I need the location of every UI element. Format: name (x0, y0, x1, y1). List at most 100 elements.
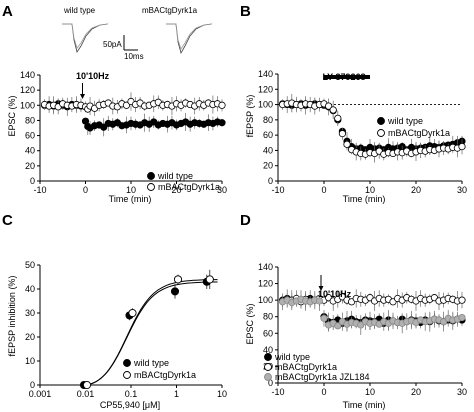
scale-label-ms: 10ms (124, 52, 144, 61)
y-tick-label-a-6: 120 (20, 85, 35, 95)
plot-c: 0 10 20 30 40 50 0.001 0.01 0.1 1 10 (25, 260, 227, 399)
stimulation-arrowhead-d (318, 286, 324, 291)
scale-label-pa: 50pA (103, 40, 122, 49)
point-c-1-0 (82, 380, 92, 390)
x-tick-label-a-1: 0 (83, 185, 88, 195)
point-d-2-12 (334, 322, 342, 330)
xlabel-d: Time (min) (343, 400, 386, 410)
y-tick-label-b-7: 140 (258, 69, 273, 79)
legend-marker-c-mbactgdyrk1a (123, 371, 131, 379)
y-tick-label-a-5: 100 (20, 100, 35, 110)
y-tick-label-b-0: 0 (268, 176, 273, 186)
point-c-1-2 (173, 275, 183, 284)
x-tick-label-d-1: 0 (321, 387, 326, 397)
y-tick-label-a-7: 140 (20, 70, 35, 80)
point-d-2-8 (315, 297, 323, 305)
x-tick-label-c-4: 10 (217, 389, 227, 399)
y-tick-label-d-0: 0 (268, 378, 273, 388)
y-tick-label-a-4: 80 (25, 115, 35, 125)
point-a-1-19 (122, 101, 131, 109)
y-tick-label-b-5: 100 (258, 100, 273, 110)
y-tick-label-d-5: 100 (258, 295, 273, 305)
legend-marker-d-mbactgdyrk1a (264, 363, 272, 371)
y-tick-label-a-0: 0 (30, 176, 35, 186)
y-tick-label-b-1: 20 (263, 161, 273, 171)
legend-a-mbactgdyrk1a: mBACtgDyrk1a (158, 182, 220, 192)
point-d-1-39 (458, 296, 466, 304)
y-tick-label-b-3: 60 (263, 130, 273, 140)
point-b-1-12 (334, 114, 342, 122)
ylabel-a: EPSC (%) (7, 95, 17, 136)
y-tick-label-a-1: 20 (25, 161, 35, 171)
y-tick-label-c-1: 10 (25, 356, 35, 366)
x-tick-label-d-2: 10 (365, 387, 375, 397)
panel-label-c: C (2, 212, 13, 229)
x-tick-label-a-3: 20 (171, 185, 181, 195)
y-tick-label-c-2: 20 (25, 332, 35, 342)
point-a-1-40 (218, 101, 226, 109)
y-tick-label-b-4: 80 (263, 115, 273, 125)
trace-wild-type (62, 23, 109, 53)
y-tick-label-a-3: 60 (25, 131, 35, 141)
point-d-2-39 (458, 313, 466, 322)
legend-c-wild-type: wild type (133, 358, 169, 368)
legend-c-mbactgdyrk1a: mBACtgDyrk1a (134, 370, 196, 380)
drug-bar-b (324, 75, 370, 79)
y-tick-label-c-0: 0 (30, 380, 35, 390)
xlabel-b: Time (min) (343, 194, 386, 204)
y-tick-label-d-7: 140 (258, 262, 273, 272)
y-tick-label-d-6: 120 (258, 279, 273, 289)
legend-marker-b-wild-type (377, 117, 385, 125)
legend-b-mbactgdyrk1a: mBACtgDyrk1a (388, 128, 450, 138)
point-b-1-11 (329, 106, 337, 114)
ylabel-c: fEPSP inhibition (%) (7, 276, 17, 357)
panel-label-a: A (2, 3, 13, 20)
ylabel-d: EPSC (%) (245, 303, 255, 344)
x-tick-label-c-3: 1 (174, 389, 179, 399)
annotation-d-stimulation: 10'10Hz (318, 289, 352, 299)
trace-label-mbactgdyrk1a: mBACtgDyrk1a (142, 6, 198, 15)
trace-mbactgdyrk1a (166, 23, 213, 55)
x-tick-label-a-2: 10 (126, 185, 136, 195)
legend-marker-a-mbactgdyrk1a (147, 183, 155, 191)
legend-marker-a-wild-type (147, 172, 155, 180)
x-tick-label-c-2: 0.1 (125, 389, 138, 399)
legend-b-wild-type: wild type (387, 116, 423, 126)
x-tick-label-b-3: 20 (411, 185, 421, 195)
y-tick-label-d-3: 60 (263, 328, 273, 338)
x-tick-label-d-3: 20 (411, 387, 421, 397)
y-tick-label-c-4: 40 (25, 284, 35, 294)
x-tick-label-a-0: -10 (33, 185, 46, 195)
panel-label-b: B (240, 3, 251, 20)
point-a-0-14 (100, 123, 108, 131)
trace-mbactgdyrk1a-2 (166, 23, 213, 50)
point-c-1-1 (128, 308, 137, 318)
fit-curve-c-1 (85, 279, 218, 386)
point-d-2-9 (320, 314, 328, 322)
legend-d-wild-type: wild type (274, 352, 310, 362)
point-a-0-40 (218, 119, 226, 127)
y-tick-label-b-6: 120 (258, 84, 273, 94)
y-tick-label-c-3: 30 (25, 308, 35, 318)
x-tick-label-c-1: 0.01 (77, 389, 95, 399)
point-b-1-10 (324, 102, 333, 110)
legend-d-mbactgdyrk1a-jzl184: mBACtgDyrk1a JZL184 (275, 372, 370, 382)
y-tick-label-d-2: 40 (263, 345, 273, 355)
point-c-0-2 (170, 287, 180, 296)
x-tick-label-c-0: 0.001 (29, 389, 52, 399)
panel-label-d: D (240, 212, 251, 229)
point-b-1-14 (343, 140, 351, 148)
legend-a-wild-type: wild type (157, 171, 193, 181)
annotation-b-drug: LY 379268 (322, 72, 365, 82)
annotation-a-stimulation: 10'10Hz (76, 71, 110, 81)
x-tick-label-b-0: -10 (271, 185, 284, 195)
trace-label-wild-type: wild type (63, 6, 96, 15)
ylabel-b: fEPSP (%) (245, 95, 255, 138)
y-tick-label-b-2: 40 (263, 145, 273, 155)
point-b-1-13 (338, 130, 346, 138)
trace-wild-type-2 (62, 23, 109, 49)
x-tick-label-a-4: 30 (217, 185, 227, 195)
